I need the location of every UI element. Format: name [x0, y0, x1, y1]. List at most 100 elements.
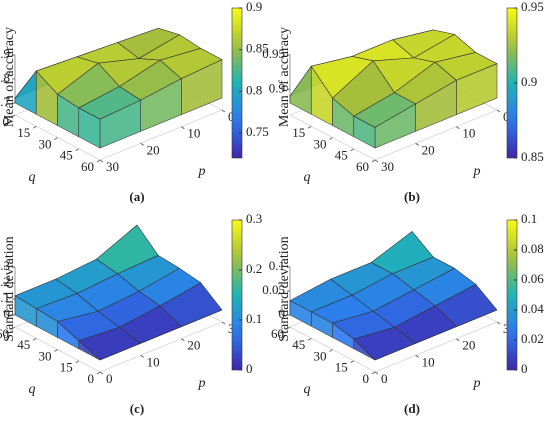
p-tick [415, 142, 419, 146]
p-axis-label: p [198, 376, 206, 391]
p-tick-label: 20 [147, 142, 160, 157]
p-axis-label: p [473, 376, 481, 391]
p-tick [140, 354, 144, 358]
q-tick [286, 326, 291, 330]
z-axis-label: Standard deviation [2, 236, 17, 341]
q-tick [96, 159, 101, 163]
q-tick-label: 15 [17, 125, 30, 140]
z-axis-label: Mean of accuracy [277, 27, 292, 127]
p-tick [140, 142, 144, 146]
panel-label: (b) [404, 189, 420, 204]
z-tick-label: 0.1 [269, 258, 285, 273]
z-tick-label: 0.7 [0, 94, 11, 109]
z-tick-label: 0.9 [269, 80, 285, 95]
q-tick-label: 0 [3, 114, 10, 129]
q-tick-label: 45 [335, 148, 348, 163]
colorbar-tick-label: 0.75 [246, 124, 269, 139]
colorbar [231, 219, 243, 371]
z-tick-label: 0 [279, 306, 286, 321]
q-tick [371, 159, 376, 163]
q-axis-label: q [304, 170, 311, 185]
surface-wall [181, 309, 223, 327]
q-tick-label: 30 [39, 348, 52, 363]
colorbar-tick-label: 0.8 [246, 82, 262, 97]
q-tick [54, 349, 58, 352]
z-tick-label: 0.05 [262, 282, 285, 297]
p-tick [496, 109, 501, 113]
z-axis-label: Standard deviation [277, 236, 292, 341]
p-tick [496, 321, 501, 325]
q-axis-label: q [29, 170, 36, 185]
p-tick [99, 159, 104, 163]
z-tick-label: 0.95 [262, 46, 285, 61]
p-tick [374, 371, 379, 375]
p-tick [99, 371, 104, 375]
q-tick-label: 0 [88, 371, 95, 386]
colorbar-tick-label: 0.9 [521, 74, 537, 89]
q-tick [32, 337, 37, 341]
z-tick-label: 0.3 [0, 258, 10, 273]
q-tick [32, 125, 37, 129]
q-tick-label: 0 [363, 371, 370, 386]
p-tick [456, 126, 460, 130]
q-tick [75, 148, 80, 152]
colorbar-tick-label: 0.1 [246, 311, 262, 326]
colorbar-tick-label: 0 [521, 361, 528, 376]
surface-wall [415, 326, 457, 344]
p-tick-label: 0 [381, 371, 388, 386]
colorbar-tick-label: 0.85 [246, 41, 269, 56]
q-tick-label: 15 [335, 360, 348, 375]
q-tick [11, 114, 16, 118]
p-tick [181, 338, 185, 342]
colorbar-tick-label: 0.3 [246, 211, 262, 226]
p-tick [415, 354, 419, 358]
p-tick-label: 0 [503, 109, 510, 124]
p-tick-label: 0 [106, 371, 113, 386]
q-tick [307, 337, 312, 341]
q-tick [329, 349, 333, 352]
p-tick [374, 159, 379, 163]
p-axis-label: p [473, 164, 481, 179]
panel-label: (a) [129, 189, 144, 204]
p-tick-label: 10 [462, 126, 475, 141]
colorbar-tick-label: 0 [246, 361, 253, 376]
q-tick [96, 371, 101, 375]
q-tick [350, 148, 355, 152]
z-tick-label: 0.8 [0, 70, 10, 85]
panel-label: (d) [404, 401, 420, 416]
p-tick [456, 338, 460, 342]
colorbar-tick-label: 0.06 [521, 271, 544, 286]
q-tick-label: 30 [39, 136, 52, 151]
surface-wall [353, 115, 376, 149]
p-tick-label: 20 [187, 338, 200, 353]
q-tick-label: 45 [292, 337, 305, 352]
colorbar-tick-label: 0.1 [521, 211, 537, 226]
q-tick [11, 326, 16, 330]
z-tick-label: 0.1 [0, 290, 10, 305]
q-tick [75, 360, 80, 364]
p-tick [221, 109, 226, 113]
p-tick-label: 10 [187, 126, 200, 141]
q-tick-label: 60 [271, 326, 284, 341]
surface-wall [14, 295, 37, 327]
p-tick-label: 30 [106, 159, 119, 174]
surface-wall [289, 300, 312, 327]
z-tick-label: 0 [4, 306, 11, 321]
surface-wall [289, 65, 312, 115]
p-tick-label: 10 [147, 354, 160, 369]
q-tick [350, 360, 355, 364]
q-tick-label: 30 [314, 136, 327, 151]
surface-wall [78, 107, 101, 149]
p-tick-label: 0 [228, 109, 235, 124]
q-tick [307, 125, 312, 129]
colorbar-tick-label: 0.04 [521, 301, 544, 316]
p-tick [181, 126, 185, 130]
q-axis-label: q [304, 382, 311, 397]
surface-wall [456, 309, 498, 327]
surface-wall [14, 70, 37, 115]
q-tick-label: 60 [81, 159, 94, 174]
q-axis-label: q [29, 382, 36, 397]
